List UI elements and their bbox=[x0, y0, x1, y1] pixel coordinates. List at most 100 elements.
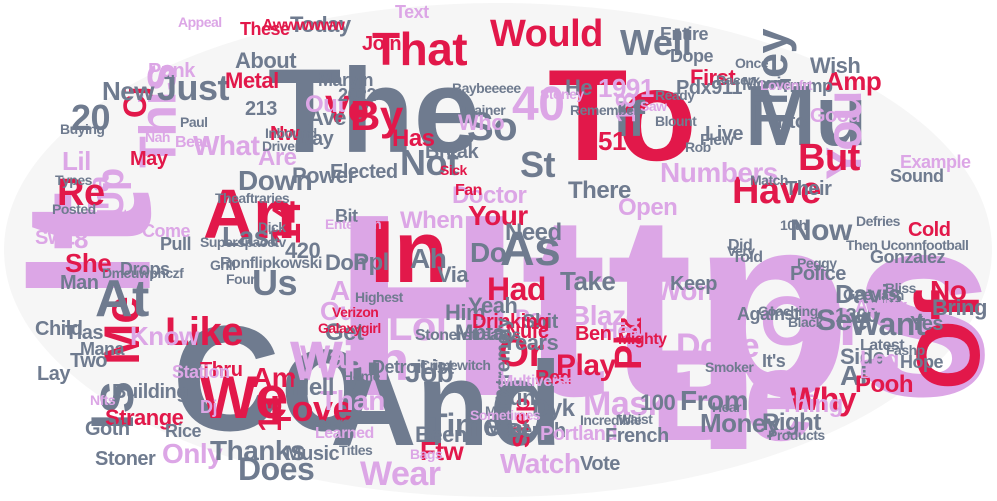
word-goth: Goth bbox=[85, 418, 130, 440]
word-driver: Driver bbox=[262, 138, 301, 154]
word-done: Done bbox=[676, 327, 759, 365]
word-side: Side bbox=[840, 344, 885, 369]
word-report: Report bbox=[85, 206, 128, 222]
word-once: Once bbox=[735, 55, 769, 71]
word-nah: Nah bbox=[145, 129, 170, 145]
word-100: 100 bbox=[640, 390, 675, 415]
word-blaze: Blaze bbox=[570, 300, 641, 331]
word-lol: Lol bbox=[388, 305, 446, 349]
word-may: May bbox=[130, 148, 169, 170]
word-plz: Plz bbox=[608, 317, 650, 370]
word-french: French bbox=[605, 425, 669, 447]
word-come: Come bbox=[142, 221, 190, 241]
word-mu: Mu bbox=[745, 69, 867, 164]
word-our: Our bbox=[320, 296, 365, 326]
word-be: Be bbox=[650, 322, 815, 468]
word-list: List bbox=[420, 357, 454, 379]
word-gee: Gee bbox=[843, 287, 872, 304]
word-lil: Lil bbox=[62, 146, 91, 176]
word-al: Al bbox=[840, 360, 867, 391]
word-420: 420 bbox=[285, 238, 320, 263]
word-stoner: Stoner bbox=[95, 448, 156, 470]
word-had: Had bbox=[487, 271, 546, 307]
word-watch: Watch bbox=[500, 448, 580, 479]
word-building: Building bbox=[112, 381, 188, 403]
word-entire: Entire bbox=[660, 24, 709, 44]
word-years: Years bbox=[502, 330, 558, 355]
word-mighty: Mighty bbox=[618, 331, 667, 348]
word-18: 18 bbox=[610, 93, 641, 123]
cloud-ellipse bbox=[4, 3, 992, 497]
word-re: Re bbox=[57, 172, 105, 214]
word-step: Step bbox=[509, 398, 536, 448]
word-want: Want bbox=[850, 306, 926, 342]
word-fan: Fan bbox=[455, 182, 482, 199]
word-mash: Mash bbox=[870, 287, 904, 303]
word-rob: Rob bbox=[685, 139, 711, 155]
word-voters: Voters bbox=[310, 414, 350, 430]
word-lovenfrt: Lovenfrt bbox=[760, 77, 813, 93]
word-money: Money bbox=[700, 408, 781, 438]
word-see: See bbox=[816, 304, 868, 337]
word-been: Been bbox=[415, 422, 467, 447]
word-drinking: Drinking bbox=[472, 311, 549, 333]
word-gonzalez: Gonzalez bbox=[870, 247, 946, 267]
word-black: Black bbox=[788, 314, 824, 330]
word-51: 51 bbox=[598, 126, 626, 156]
word-ah: Ah bbox=[410, 243, 446, 274]
word-stoney: Stoney bbox=[540, 86, 584, 102]
word-2022: 2022 bbox=[338, 85, 377, 105]
word-dope: Dope bbox=[670, 46, 713, 66]
word-she: She bbox=[65, 248, 111, 278]
word-hear: Hear bbox=[602, 318, 650, 343]
word-extremely: Extremely bbox=[492, 317, 514, 409]
word-and: And bbox=[330, 337, 562, 471]
word-of: Of bbox=[899, 289, 997, 390]
word-meat: Meat bbox=[485, 418, 529, 440]
word-this: This bbox=[130, 63, 188, 168]
word-mbta: Mbta bbox=[455, 320, 506, 345]
word-if: If bbox=[615, 91, 645, 147]
word-me: Me bbox=[94, 297, 150, 365]
word-is: Is bbox=[79, 381, 146, 430]
word-was: Was bbox=[300, 339, 363, 375]
word-these: These bbox=[240, 19, 290, 39]
word-mask: Mask bbox=[583, 385, 667, 423]
word-1300: 1300 bbox=[835, 305, 878, 327]
word-punk: Punk bbox=[148, 60, 196, 82]
word-red: Red bbox=[535, 367, 571, 389]
word-take: Take bbox=[560, 266, 615, 296]
word-him: Him bbox=[445, 300, 485, 325]
word-saw: Saw bbox=[640, 98, 667, 114]
word-has: Has bbox=[392, 125, 435, 152]
word-dick: Dick bbox=[258, 219, 286, 235]
word-coaching: Coaching bbox=[758, 303, 818, 319]
word-out: Out bbox=[305, 91, 345, 118]
word-did: Did bbox=[728, 237, 752, 254]
word-day: Day bbox=[298, 128, 335, 150]
word-there: There bbox=[568, 177, 631, 204]
word-so: So bbox=[467, 105, 517, 149]
word-as: As bbox=[500, 223, 560, 276]
word-buying: Buying bbox=[60, 121, 104, 137]
word-dmcuwphczf: Dmcuwphczf bbox=[102, 265, 184, 281]
word-smoker: Smoker bbox=[705, 359, 754, 375]
word-ronflipkowski: Ronflipkowski bbox=[220, 255, 322, 272]
word-st: St bbox=[520, 144, 556, 185]
word-cj: Cj bbox=[117, 87, 153, 118]
word-up: Up bbox=[90, 168, 132, 218]
word-police: Police bbox=[790, 263, 846, 285]
word-thru: Thru bbox=[200, 359, 242, 381]
word-multiverse: Multiverse bbox=[500, 373, 575, 390]
word-hope: Hope bbox=[900, 352, 943, 372]
word-that: That bbox=[372, 23, 467, 75]
word-hell: Hell bbox=[292, 374, 334, 401]
word-two: Two bbox=[70, 350, 107, 372]
word-text: Text bbox=[395, 2, 429, 22]
word-join: Join bbox=[362, 33, 401, 55]
word-10th: 10th bbox=[780, 217, 807, 233]
word-vote: Vote bbox=[580, 453, 620, 475]
word-why: Why bbox=[790, 381, 857, 417]
